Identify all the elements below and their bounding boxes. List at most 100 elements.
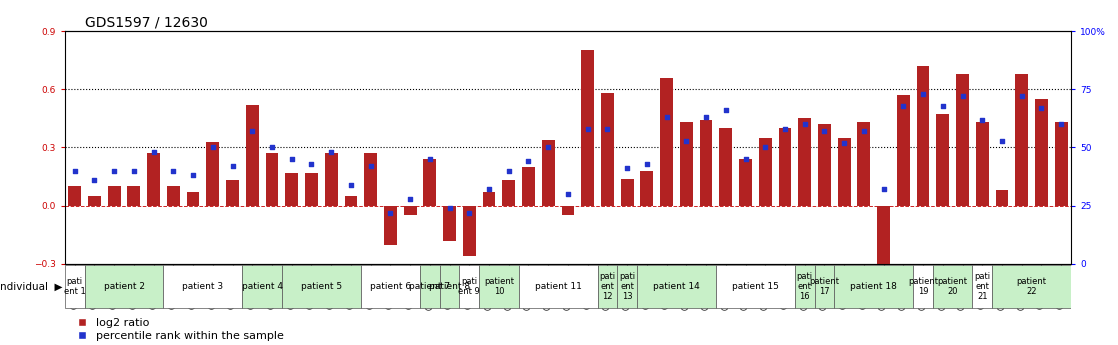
Bar bbox=[561, 206, 575, 215]
Bar bbox=[383, 206, 397, 245]
Text: patient
22: patient 22 bbox=[1016, 277, 1046, 296]
Text: patient 6: patient 6 bbox=[370, 282, 411, 291]
Point bbox=[244, 128, 262, 134]
FancyBboxPatch shape bbox=[932, 265, 973, 308]
Text: patient 11: patient 11 bbox=[534, 282, 581, 291]
Bar bbox=[976, 122, 988, 206]
FancyBboxPatch shape bbox=[85, 265, 163, 308]
Point bbox=[1052, 121, 1070, 127]
Point bbox=[638, 161, 656, 167]
Point bbox=[164, 168, 182, 174]
Bar bbox=[641, 171, 653, 206]
Bar bbox=[700, 120, 712, 206]
Bar bbox=[404, 206, 417, 215]
Text: patient 3: patient 3 bbox=[182, 282, 224, 291]
Point bbox=[362, 164, 380, 169]
Point bbox=[796, 121, 814, 127]
Bar bbox=[739, 159, 752, 206]
Text: pati
ent 1: pati ent 1 bbox=[64, 277, 86, 296]
Bar bbox=[148, 153, 160, 206]
Bar bbox=[68, 186, 82, 206]
Point bbox=[993, 138, 1011, 143]
Point bbox=[203, 145, 221, 150]
Bar bbox=[364, 153, 377, 206]
Bar bbox=[226, 180, 239, 206]
FancyBboxPatch shape bbox=[597, 265, 617, 308]
Bar bbox=[344, 196, 358, 206]
Text: patient 7: patient 7 bbox=[409, 282, 451, 291]
FancyBboxPatch shape bbox=[459, 265, 480, 308]
Point bbox=[420, 156, 438, 162]
Legend: log2 ratio, percentile rank within the sample: log2 ratio, percentile rank within the s… bbox=[70, 318, 284, 341]
Text: patient 2: patient 2 bbox=[104, 282, 144, 291]
Bar bbox=[601, 93, 614, 206]
Point bbox=[461, 210, 479, 215]
FancyBboxPatch shape bbox=[439, 265, 459, 308]
Point bbox=[618, 166, 636, 171]
FancyBboxPatch shape bbox=[480, 265, 519, 308]
Point bbox=[144, 149, 162, 155]
Point bbox=[283, 156, 301, 162]
Point bbox=[1013, 93, 1031, 99]
Text: pati
ent
13: pati ent 13 bbox=[619, 272, 635, 300]
Point bbox=[66, 168, 84, 174]
Bar bbox=[858, 122, 870, 206]
Text: GDS1597 / 12630: GDS1597 / 12630 bbox=[85, 16, 208, 30]
Point bbox=[835, 140, 853, 146]
Text: pati
ent
16: pati ent 16 bbox=[797, 272, 813, 300]
Text: pati
ent
21: pati ent 21 bbox=[974, 272, 991, 300]
Point bbox=[539, 145, 557, 150]
FancyBboxPatch shape bbox=[992, 265, 1071, 308]
FancyBboxPatch shape bbox=[913, 265, 932, 308]
Point bbox=[224, 164, 241, 169]
Bar bbox=[107, 186, 121, 206]
Point bbox=[520, 159, 538, 164]
Bar bbox=[660, 78, 673, 206]
Point bbox=[85, 177, 103, 183]
FancyBboxPatch shape bbox=[716, 265, 795, 308]
Text: patient 14: patient 14 bbox=[653, 282, 700, 291]
Point bbox=[263, 145, 281, 150]
Bar bbox=[285, 173, 299, 206]
FancyBboxPatch shape bbox=[795, 265, 815, 308]
Bar bbox=[778, 128, 792, 206]
Bar bbox=[463, 206, 475, 256]
Text: patient
19: patient 19 bbox=[908, 277, 938, 296]
Text: patient 5: patient 5 bbox=[301, 282, 342, 291]
Text: patient 4: patient 4 bbox=[241, 282, 283, 291]
FancyBboxPatch shape bbox=[637, 265, 716, 308]
Text: pati
ent
12: pati ent 12 bbox=[599, 272, 616, 300]
Point bbox=[401, 196, 419, 201]
Bar bbox=[917, 66, 929, 206]
Bar bbox=[542, 140, 555, 206]
Point bbox=[776, 126, 794, 132]
Bar bbox=[581, 50, 594, 206]
Bar bbox=[424, 159, 436, 206]
Point bbox=[381, 210, 399, 215]
Bar bbox=[324, 153, 338, 206]
FancyBboxPatch shape bbox=[282, 265, 361, 308]
Bar bbox=[878, 206, 890, 313]
FancyBboxPatch shape bbox=[420, 265, 439, 308]
Point bbox=[756, 145, 774, 150]
Point bbox=[322, 149, 340, 155]
Bar bbox=[620, 179, 634, 206]
Bar bbox=[798, 118, 811, 206]
Bar bbox=[127, 186, 141, 206]
Point bbox=[598, 126, 616, 132]
Bar bbox=[719, 128, 732, 206]
Bar bbox=[956, 74, 969, 206]
Bar bbox=[522, 167, 534, 206]
Point bbox=[440, 205, 458, 211]
Point bbox=[855, 128, 873, 134]
Bar bbox=[88, 196, 101, 206]
Point bbox=[1033, 105, 1051, 111]
Text: individual  ▶: individual ▶ bbox=[0, 282, 63, 291]
Point bbox=[184, 172, 202, 178]
Bar bbox=[1035, 99, 1048, 206]
Text: patient
20: patient 20 bbox=[938, 277, 968, 296]
Bar bbox=[995, 190, 1008, 206]
Bar bbox=[680, 122, 693, 206]
Text: patient
17: patient 17 bbox=[809, 277, 840, 296]
Point bbox=[737, 156, 755, 162]
